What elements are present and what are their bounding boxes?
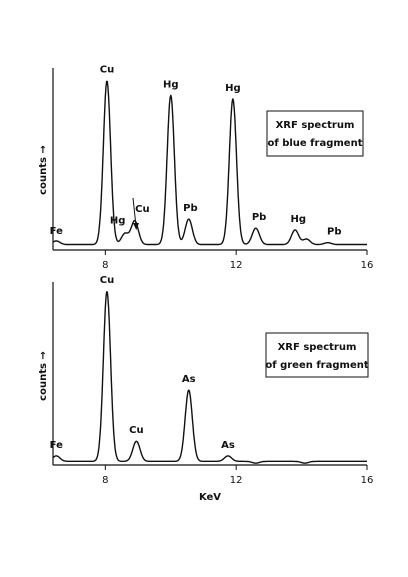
hg-arrow-shaft xyxy=(132,197,137,227)
peak-labels: Fe Cu Hg Cu Hg Pb Hg Pb Hg Pb xyxy=(50,65,342,238)
x-tick-label-16: 16 xyxy=(361,475,374,486)
peak-label-as-3: As xyxy=(182,374,196,385)
legend-box-frame xyxy=(265,332,369,378)
green-fragment-panel: 8 12 16 counts → KeV Fe Cu Cu As As XRF spectr… xyxy=(38,275,373,503)
green-spectrum-line xyxy=(52,291,367,464)
blue-spectrum-line xyxy=(52,80,367,246)
peak-label-pb-7: Pb xyxy=(252,212,267,223)
peak-label-fe-0: Fe xyxy=(50,440,63,451)
peak-label-hg-6: Hg xyxy=(225,83,241,94)
x-tick-label-16: 16 xyxy=(361,260,374,271)
x-tick-label-8: 8 xyxy=(102,260,108,271)
hg-arrow xyxy=(132,197,139,230)
legend-box-line-2: of blue fragment xyxy=(268,138,363,149)
peak-label-cu-2: Cu xyxy=(129,425,143,436)
x-tick-label-12: 12 xyxy=(230,260,243,271)
peak-label-fe-0: Fe xyxy=(50,226,63,237)
legend-box: XRF spectrum of green fragment xyxy=(265,332,369,378)
peak-label-hg-8: Hg xyxy=(291,214,307,225)
x-tick-label-12: 12 xyxy=(230,475,243,486)
x-ticks: 8 12 16 xyxy=(102,465,373,486)
peak-label-hg-2: Hg xyxy=(110,216,126,227)
y-axis-label: counts → xyxy=(38,145,49,195)
legend-box-line-2: of green fragment xyxy=(265,360,368,371)
legend-box: XRF spectrum of blue fragment xyxy=(266,110,364,157)
peak-label-pb-5: Pb xyxy=(183,203,198,214)
peak-label-cu-1: Cu xyxy=(100,65,114,76)
legend-box-frame xyxy=(266,110,364,157)
peak-label-cu-1: Cu xyxy=(100,275,114,286)
x-tick-label-8: 8 xyxy=(102,475,108,486)
peak-label-pb-9: Pb xyxy=(327,227,342,238)
y-axis-label: counts → xyxy=(38,351,49,401)
x-ticks: 8 12 16 xyxy=(102,250,373,271)
hg-arrow-head xyxy=(133,223,139,230)
peak-label-hg-4: Hg xyxy=(163,79,179,90)
legend-box-line-1: XRF spectrum xyxy=(278,342,357,353)
peak-labels: Fe Cu Cu As As xyxy=(50,275,235,451)
blue-fragment-panel: 8 12 16 counts → Fe Cu Hg Cu Hg Pb Hg Pb Hg Pb XRF … xyxy=(38,65,373,271)
x-axis-label: KeV xyxy=(199,492,221,503)
peak-label-cu-3: Cu xyxy=(135,204,149,215)
peak-label-as-4: As xyxy=(221,440,235,451)
legend-box-line-1: XRF spectrum xyxy=(276,120,355,131)
